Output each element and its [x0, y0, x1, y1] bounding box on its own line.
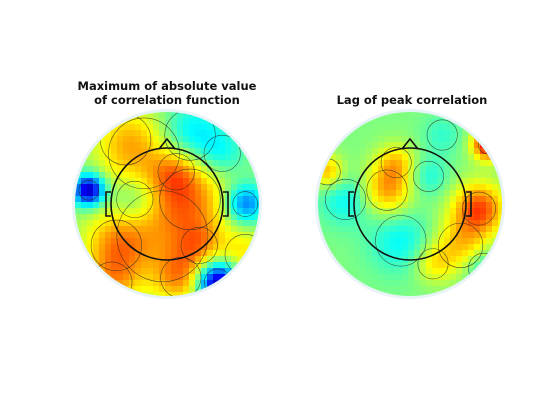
contour-line	[375, 215, 427, 267]
contour-line	[157, 153, 195, 191]
left-plot-title-line2: of correlation function	[94, 93, 240, 107]
contour-line	[325, 178, 367, 220]
right-topoplot	[315, 109, 505, 299]
contour-line	[380, 147, 412, 179]
right-ear-marker	[223, 191, 229, 217]
contour-line	[203, 134, 241, 172]
left-plot-title: Maximum of absolute value of correlation…	[62, 79, 272, 107]
contour-line	[160, 257, 202, 296]
contour-line	[90, 219, 143, 271]
contour-line	[426, 119, 458, 151]
contour-line	[78, 179, 100, 201]
contour-line	[232, 191, 258, 217]
contour-line	[180, 226, 218, 264]
nose-marker	[158, 137, 176, 150]
contour-line	[438, 222, 484, 268]
left-topoplot	[72, 109, 262, 299]
contour-line	[116, 190, 209, 283]
left-plot-title-line1: Maximum of absolute value	[77, 79, 257, 93]
nose-marker	[401, 137, 419, 150]
contour-line	[108, 117, 180, 190]
contour-line	[412, 160, 444, 192]
head-outline	[110, 147, 224, 261]
right-plot-title: Lag of peak correlation	[336, 93, 488, 107]
contour-line	[462, 191, 496, 226]
contour-line	[116, 180, 154, 218]
left-ear-marker	[105, 191, 111, 217]
left-ear-marker	[348, 191, 354, 217]
contour-line	[417, 248, 449, 280]
head-outline	[353, 147, 467, 261]
contour-line	[366, 169, 408, 211]
right-ear-marker	[466, 191, 472, 217]
